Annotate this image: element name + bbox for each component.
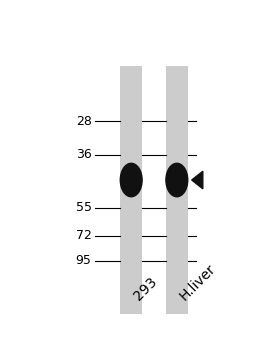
FancyBboxPatch shape	[166, 66, 188, 314]
Ellipse shape	[120, 163, 142, 197]
FancyBboxPatch shape	[120, 66, 142, 314]
Text: 72: 72	[76, 229, 92, 242]
Text: 36: 36	[76, 148, 92, 161]
Ellipse shape	[166, 163, 188, 197]
Text: 293: 293	[131, 274, 160, 303]
Text: 55: 55	[76, 201, 92, 214]
Polygon shape	[192, 171, 203, 189]
Text: H.liver: H.liver	[177, 261, 218, 303]
Text: 28: 28	[76, 115, 92, 128]
Text: 95: 95	[76, 254, 92, 268]
